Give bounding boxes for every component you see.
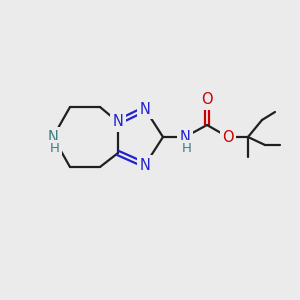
- Text: H: H: [182, 142, 192, 154]
- Text: O: O: [222, 130, 234, 145]
- Text: N: N: [180, 130, 190, 145]
- Text: N: N: [140, 101, 150, 116]
- Text: N: N: [48, 130, 58, 145]
- Text: N: N: [112, 115, 123, 130]
- Text: O: O: [201, 92, 213, 107]
- Text: N: N: [140, 158, 150, 172]
- Text: H: H: [50, 142, 60, 154]
